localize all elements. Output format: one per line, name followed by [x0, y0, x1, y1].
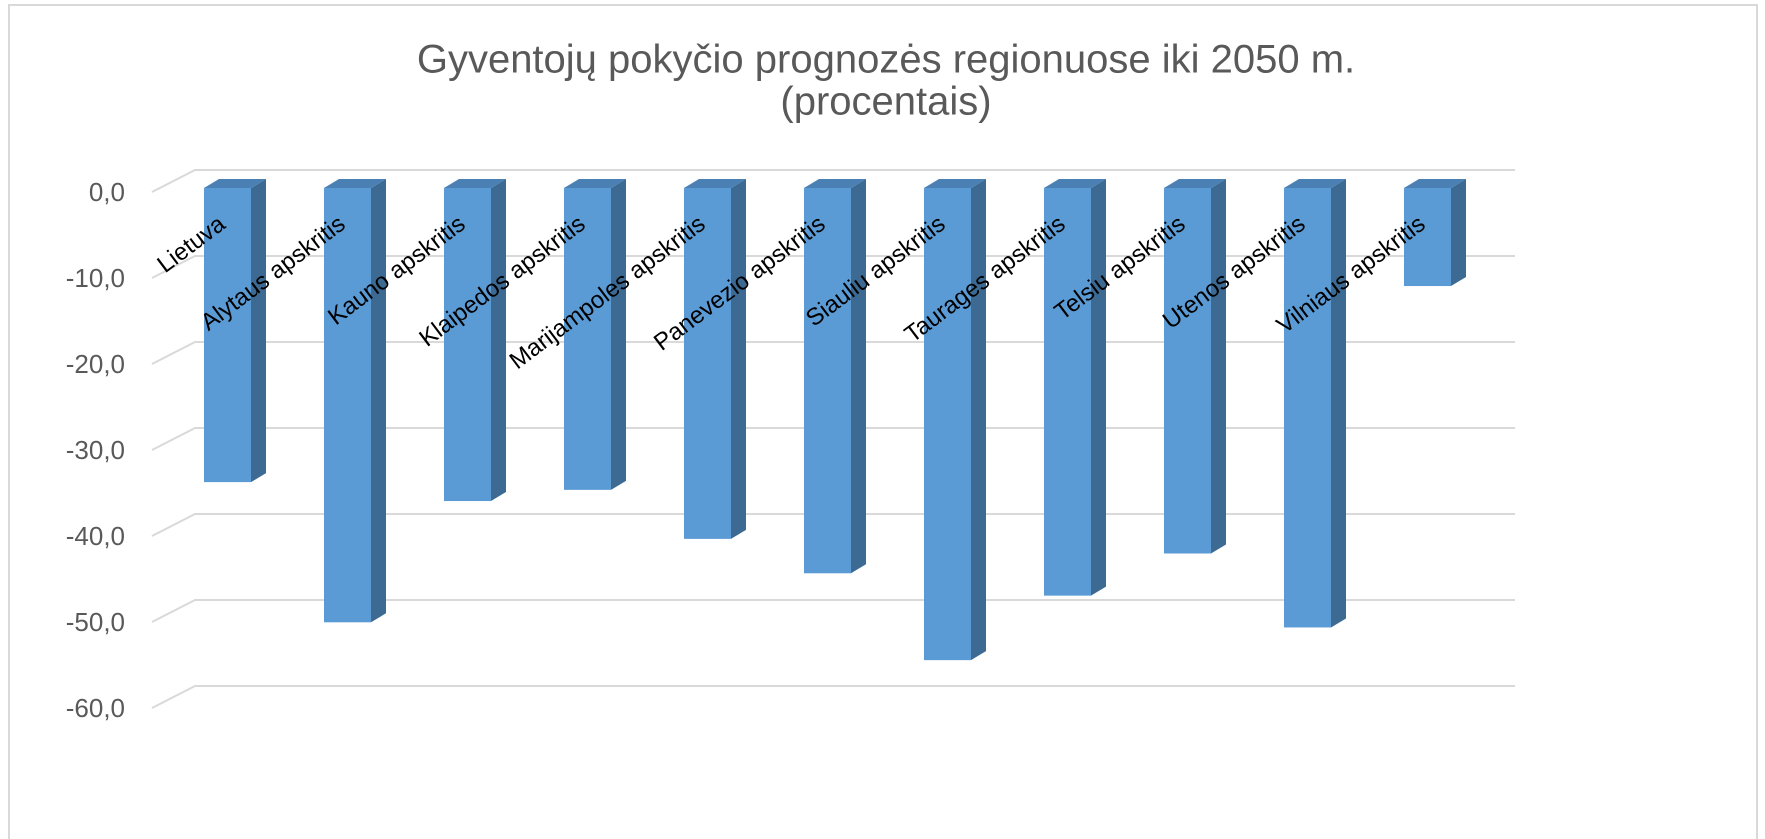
- y-tick-label: -30,0: [66, 435, 125, 465]
- bar-side: [251, 179, 266, 483]
- bar: [444, 188, 491, 502]
- bar-side: [491, 179, 506, 502]
- chart-border: [8, 4, 1758, 839]
- bar-side: [851, 179, 866, 574]
- bar-side: [971, 179, 986, 661]
- bar-side: [731, 179, 746, 539]
- chart-subtitle: (procentais): [780, 80, 991, 124]
- bar-side: [1091, 179, 1106, 596]
- bar-top: [324, 179, 386, 188]
- bar-side: [371, 179, 386, 623]
- bar: [1284, 188, 1331, 628]
- bar: [684, 188, 731, 539]
- bar-top: [204, 179, 266, 188]
- y-tick-label: -40,0: [66, 521, 125, 551]
- bar-side: [1331, 179, 1346, 628]
- bar: [1044, 188, 1091, 596]
- bar-side: [1211, 179, 1226, 554]
- bar-top: [804, 179, 866, 188]
- bar-top: [924, 179, 986, 188]
- grid-line: [151, 169, 1515, 193]
- grid-line: [151, 599, 1515, 623]
- bar: [804, 188, 851, 574]
- bar-top: [684, 179, 746, 188]
- y-tick-label: -60,0: [66, 693, 125, 723]
- bar: [924, 188, 971, 661]
- bar-top: [1404, 179, 1466, 188]
- bar-side: [1451, 179, 1466, 287]
- grid-line: [151, 685, 1515, 709]
- bar-top: [444, 179, 506, 188]
- y-tick-label: -10,0: [66, 263, 125, 293]
- bar-top: [1284, 179, 1346, 188]
- bar: [204, 188, 251, 483]
- bar-top: [1164, 179, 1226, 188]
- chart-title: Gyventojų pokyčio prognozės regionuose i…: [417, 38, 1355, 82]
- bar: [564, 188, 611, 490]
- bar-side: [611, 179, 626, 490]
- bar: [1404, 188, 1451, 287]
- bar: [324, 188, 371, 623]
- y-tick-label: -20,0: [66, 349, 125, 379]
- y-tick-label: -50,0: [66, 607, 125, 637]
- bar-top: [564, 179, 626, 188]
- bar-top: [1044, 179, 1106, 188]
- y-tick-label: 0,0: [89, 177, 125, 207]
- bar: [1164, 188, 1211, 554]
